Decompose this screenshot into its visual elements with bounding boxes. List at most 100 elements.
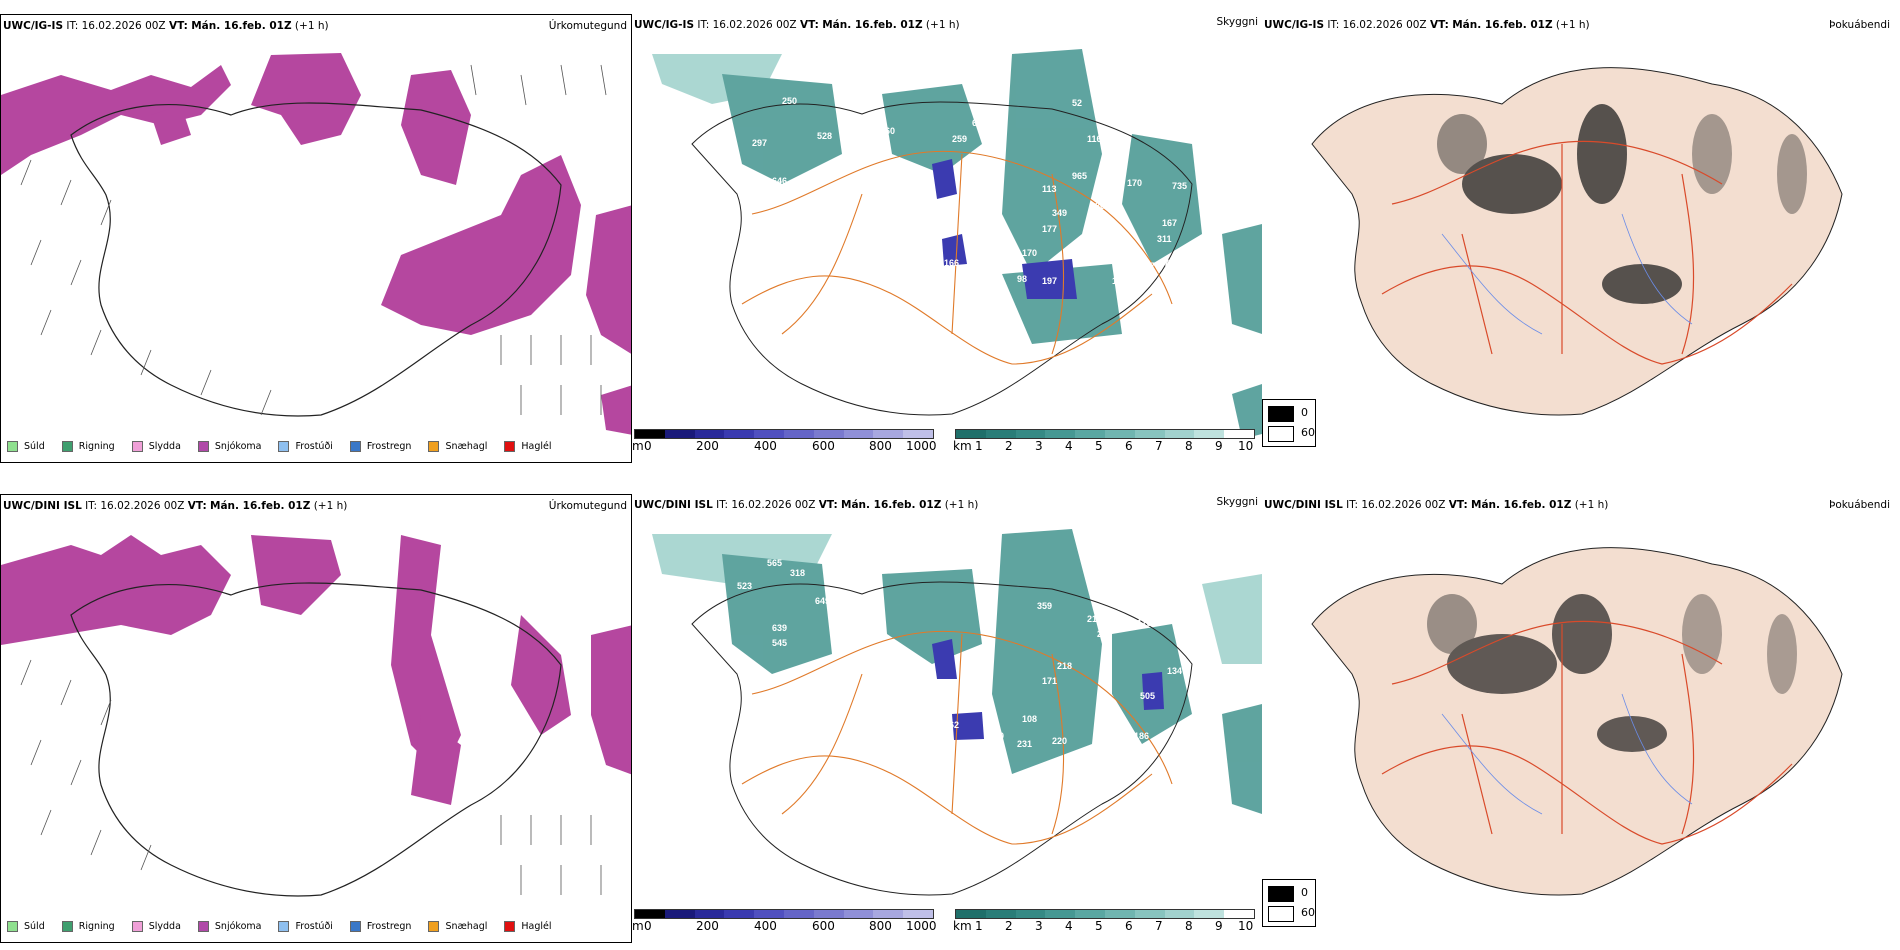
- legend-item: Slydda: [131, 921, 181, 932]
- panel-header: UWC/DINI ISL IT: 16.02.2026 00Z VT: Mán.…: [3, 500, 348, 512]
- svg-text:646: 646: [772, 176, 787, 186]
- svg-text:166: 166: [944, 258, 959, 268]
- legend-swatch: [131, 921, 143, 932]
- svg-text:134: 134: [1167, 666, 1182, 676]
- svg-text:505: 505: [1140, 691, 1155, 701]
- panel-title: Úrkomutegund: [548, 20, 627, 32]
- scale-tick: 3: [1035, 919, 1043, 933]
- legend-item: Snæhagl: [428, 441, 487, 452]
- legend-item: Haglél: [504, 441, 552, 452]
- scale-tick: 2: [1005, 439, 1013, 453]
- legend-item: Snæhagl: [428, 921, 487, 932]
- legend-swatch: [131, 441, 143, 452]
- precip-type-panel-top: UWC/IG-IS IT: 16.02.2026 00Z VT: Mán. 16…: [0, 14, 632, 463]
- scale-tick: 8: [1185, 439, 1193, 453]
- cloud-base-scale: m 0 200 400 600 800 1000: [632, 429, 937, 453]
- scale-tick: 600: [812, 439, 835, 453]
- scale-tick: 9: [1215, 439, 1223, 453]
- scale-tick: 800: [869, 919, 892, 933]
- legend-item: Rigning: [61, 441, 115, 452]
- scale-tick: 7: [1155, 439, 1163, 453]
- scale-tick: 1: [975, 919, 983, 933]
- svg-text:260: 260: [1097, 629, 1112, 639]
- legend-swatch: [61, 441, 73, 452]
- scale-tick: 200: [696, 439, 719, 453]
- legend-item: Rigning: [61, 921, 115, 932]
- fog-legend-swatch: [1268, 406, 1294, 422]
- panel-header: UWC/IG-IS IT: 16.02.2026 00Z VT: Mán. 16…: [634, 19, 960, 31]
- legend-item: Frostregn: [349, 441, 411, 452]
- legend-item: Súld: [7, 441, 45, 452]
- legend-swatch: [278, 921, 290, 932]
- snow-areas: [1, 53, 631, 435]
- svg-text:349: 349: [1052, 208, 1067, 218]
- svg-text:197: 197: [1042, 276, 1057, 286]
- legend-swatch: [504, 921, 516, 932]
- panel-title: Þokuábendi: [1829, 499, 1890, 511]
- cloud-base-colorbar: [634, 429, 934, 439]
- panel-header: UWC/DINI ISL IT: 16.02.2026 00Z VT: Mán.…: [1264, 499, 1609, 511]
- scale-tick: 0: [644, 919, 652, 933]
- svg-text:113: 113: [1042, 184, 1057, 194]
- svg-text:116: 116: [1087, 134, 1102, 144]
- cloud-panel-bottom: UWC/DINI ISL IT: 16.02.2026 00Z VT: Mán.…: [632, 494, 1262, 943]
- svg-text:639: 639: [772, 623, 787, 633]
- scale-tick: 9: [1215, 919, 1223, 933]
- fog-legend-swatch: [1268, 906, 1294, 922]
- visibility-colorbar: [955, 909, 1255, 919]
- svg-text:80: 80: [1117, 602, 1127, 612]
- precip-legend: Súld Rigning Slydda Snjókoma Frostúði Fr…: [7, 441, 569, 452]
- svg-text:523: 523: [737, 581, 752, 591]
- svg-text:250: 250: [782, 96, 797, 106]
- legend-swatch: [428, 441, 440, 452]
- svg-text:170: 170: [1022, 248, 1037, 258]
- legend-item: Snjókoma: [197, 921, 261, 932]
- svg-text:108: 108: [1022, 714, 1037, 724]
- scale-tick: 1: [975, 439, 983, 453]
- svg-text:70: 70: [994, 731, 1004, 741]
- legend-item: Frostregn: [349, 921, 411, 932]
- legend-swatch: [349, 921, 361, 932]
- fog-panel-bottom: UWC/DINI ISL IT: 16.02.2026 00Z VT: Mán.…: [1262, 494, 1900, 943]
- svg-text:218: 218: [1057, 661, 1072, 671]
- legend-swatch: [7, 441, 18, 452]
- svg-text:177: 177: [1042, 224, 1057, 234]
- svg-text:649: 649: [815, 596, 830, 606]
- scale-tick: 400: [754, 439, 777, 453]
- svg-text:215: 215: [1087, 614, 1102, 624]
- svg-text:170: 170: [1127, 178, 1142, 188]
- svg-text:259: 259: [952, 134, 967, 144]
- scale-tick: 6: [1125, 439, 1133, 453]
- scale-tick: 1000: [906, 439, 937, 453]
- svg-text:359: 359: [1037, 601, 1052, 611]
- svg-text:528: 528: [817, 131, 832, 141]
- legend-swatch: [428, 921, 440, 932]
- scale-tick: 5: [1095, 439, 1103, 453]
- cloud-map: 250 297 528 646 860 608 259 113 965 116 …: [652, 49, 1262, 439]
- svg-text:171: 171: [1042, 676, 1057, 686]
- scale-tick: 10: [1238, 919, 1254, 933]
- cloud-base-scale: m 0 200 400 600 800 1000: [632, 909, 937, 933]
- svg-text:608: 608: [972, 118, 987, 128]
- scale-tick: 10: [1238, 439, 1254, 453]
- fog-panel-top: UWC/IG-IS IT: 16.02.2026 00Z VT: Mán. 16…: [1262, 14, 1900, 463]
- svg-text:965: 965: [1072, 171, 1087, 181]
- panel-header: UWC/IG-IS IT: 16.02.2026 00Z VT: Mán. 16…: [1264, 19, 1590, 31]
- fog-legend-swatch: [1268, 886, 1294, 902]
- svg-text:98: 98: [1017, 274, 1027, 284]
- scale-tick: 2: [1005, 919, 1013, 933]
- svg-text:327: 327: [1140, 261, 1155, 271]
- legend-item: Haglél: [504, 921, 552, 932]
- precip-map: [1, 535, 631, 897]
- svg-text:735: 735: [1164, 258, 1179, 268]
- fog-legend: 0 60: [1262, 879, 1316, 927]
- fog-legend-swatch: [1268, 426, 1294, 442]
- fog-map: [1311, 67, 1843, 416]
- svg-text:231: 231: [1017, 739, 1032, 749]
- precip-legend: Súld Rigning Slydda Snjókoma Frostúði Fr…: [7, 921, 569, 932]
- legend-item: Snjókoma: [197, 441, 261, 452]
- svg-text:735: 735: [1172, 181, 1187, 191]
- legend-item: Frostúði: [278, 441, 333, 452]
- svg-text:318: 318: [790, 568, 805, 578]
- cloud-map: 565 318 523 649 639 545 359 215 260 116 …: [652, 529, 1262, 896]
